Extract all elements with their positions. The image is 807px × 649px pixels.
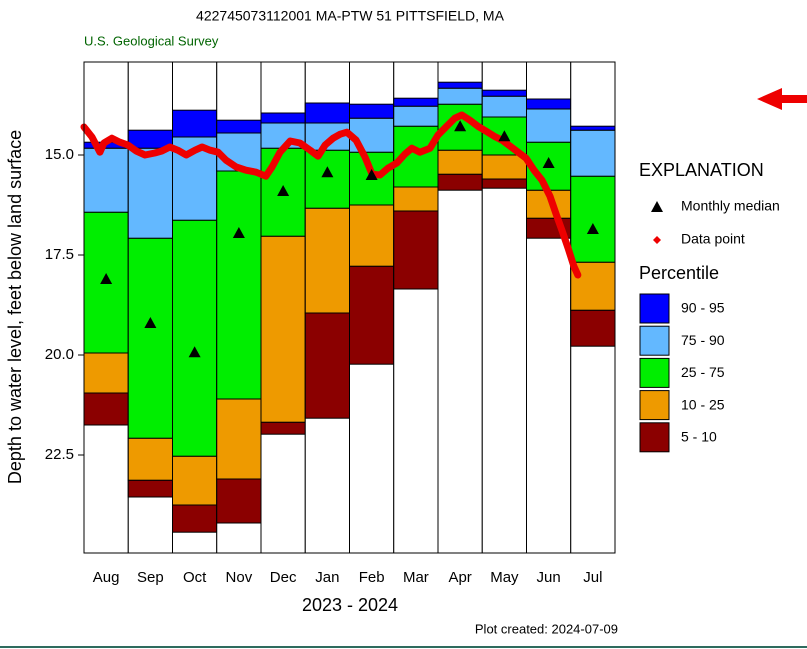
x-tick-label: Jan [315, 569, 339, 586]
percentile-band [349, 265, 395, 365]
percentile-band [83, 352, 129, 394]
percentile-band [172, 219, 218, 457]
percentile-band [570, 175, 616, 263]
plot-frame [83, 61, 616, 554]
median-marker [144, 317, 157, 328]
percentile-band [127, 147, 173, 239]
percentile-band [216, 170, 262, 400]
percentile-band [216, 119, 262, 134]
legend-swatch [639, 325, 670, 356]
percentile-band [127, 479, 173, 498]
legend-label: 10 - 25 [681, 396, 725, 412]
median-marker [542, 157, 555, 168]
y-tick-label: 17.5 [45, 246, 74, 263]
percentile-band [172, 504, 218, 533]
percentile-band [127, 237, 173, 439]
percentile-band [172, 109, 218, 138]
percentile-band [437, 173, 483, 191]
percentile-band [260, 112, 306, 124]
median-marker [586, 223, 599, 234]
chart-title: 422745073112001 MA-PTW 51 PITTSFIELD, MA [196, 8, 505, 24]
percentile-band [437, 149, 483, 175]
x-tick-label: Mar [403, 569, 429, 586]
percentile-band [437, 81, 483, 89]
data-points-line [80, 111, 582, 279]
arrow-icon [757, 88, 807, 110]
x-tick-label: Jul [583, 569, 602, 586]
legend-label: Data point [681, 231, 745, 247]
percentile-band [570, 125, 616, 131]
percentile-band [481, 178, 527, 189]
legend-label: 25 - 75 [681, 364, 725, 380]
percentile-band [83, 147, 129, 213]
x-tick-label: Jun [537, 569, 561, 586]
percentile-band [260, 235, 306, 423]
percentile-band [393, 97, 439, 107]
legend-median-icon [651, 201, 663, 212]
percentile-band [481, 154, 527, 180]
x-tick-label: Oct [183, 569, 207, 586]
subtitle: U.S. Geological Survey [84, 33, 219, 48]
percentile-band [570, 309, 616, 347]
legend-label: 75 - 90 [681, 332, 725, 348]
x-tick-label: Dec [270, 569, 297, 586]
legend-swatch [639, 357, 670, 388]
median-marker [321, 166, 334, 178]
median-marker [454, 120, 467, 132]
x-tick-label: Sep [137, 569, 164, 586]
percentile-band [304, 102, 350, 124]
percentile-band [216, 398, 262, 480]
percentile-band [526, 98, 572, 110]
median-marker [232, 227, 245, 238]
percentile-band [83, 392, 129, 426]
plot-note: Plot created: 2024-07-09 [475, 621, 618, 636]
percentile-band [127, 437, 173, 481]
x-tick-label: Nov [226, 569, 253, 586]
percentile-band [393, 186, 439, 212]
percentile-band [304, 207, 350, 314]
median-marker [188, 346, 201, 358]
percentile-band [172, 455, 218, 506]
percentile-band [349, 103, 395, 119]
percentile-band [349, 204, 395, 267]
median-marker [277, 185, 290, 196]
x-tick-label: Feb [359, 569, 385, 586]
median-marker [365, 169, 378, 180]
y-tick-label: 20.0 [45, 346, 74, 363]
legend-swatch [639, 293, 670, 324]
legend-point-icon [653, 236, 661, 244]
legend-swatch [639, 390, 670, 421]
percentile-band [304, 149, 350, 209]
percentile-band [570, 129, 616, 177]
x-tick-label: Aug [93, 569, 120, 586]
percentile-band [393, 105, 439, 127]
legend-label: 90 - 95 [681, 300, 725, 316]
percentile-band [393, 210, 439, 290]
percentile-band [304, 312, 350, 419]
x-tick-label: May [490, 569, 519, 586]
x-tick-label: Apr [448, 569, 471, 586]
percentile-band [481, 95, 527, 118]
median-marker [100, 273, 113, 284]
legend-label: Monthly median [681, 198, 780, 214]
percentile-band [437, 87, 483, 105]
percentile-band [216, 478, 262, 524]
y-tick-label: 15.0 [45, 146, 74, 163]
median-marker [498, 130, 511, 142]
legend-label: 5 - 10 [681, 429, 717, 445]
percentile-band [526, 108, 572, 143]
y-tick-label: 22.5 [45, 446, 74, 463]
percentile-title: Percentile [639, 263, 719, 283]
percentile-band [481, 89, 527, 97]
legend-swatch [639, 422, 670, 453]
x-axis-label: 2023 - 2024 [302, 595, 398, 615]
percentile-band [260, 421, 306, 435]
y-axis-label: Depth to water level, feet below land su… [5, 130, 25, 484]
legend-title: EXPLANATION [639, 160, 764, 180]
